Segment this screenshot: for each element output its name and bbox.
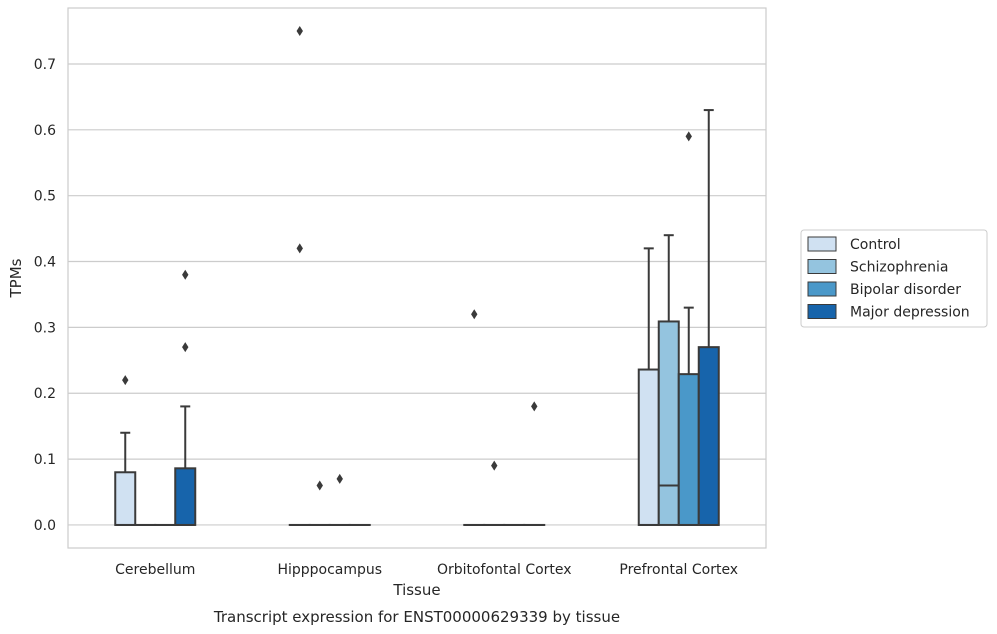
x-tick-label: Orbitofontal Cortex: [437, 562, 572, 578]
outlier-point: [531, 401, 538, 412]
y-tick-label: 0.3: [34, 320, 56, 336]
legend-swatch: [807, 304, 837, 319]
box: [308, 480, 331, 526]
x-tick-label: Hipppocampus: [277, 562, 382, 578]
y-tick-label: 0.2: [34, 386, 56, 402]
box-body: [114, 471, 137, 526]
x-axis-label: Tissue: [392, 581, 440, 599]
outlier-point: [471, 309, 478, 320]
legend-swatch: [807, 281, 837, 297]
legend: Control Schizophrenia Bipolar disorder Majo…: [800, 229, 988, 328]
box-marks: [114, 26, 720, 526]
outlier-point: [685, 131, 692, 142]
legend-entry-label: Control: [850, 237, 901, 253]
box: [523, 401, 546, 526]
legend-frame: [800, 229, 988, 328]
box: [697, 109, 720, 526]
x-tick-labels: Cerebellum Hipppocampus Orbitofontal Corte…: [115, 562, 738, 578]
plot-frame: [67, 7, 767, 549]
y-tick-label: 0.1: [34, 452, 56, 468]
figure-caption: Transcript expression for ENST0000062933…: [213, 608, 620, 626]
legend-entry-label: Bipolar disorder: [850, 282, 961, 298]
box-body: [174, 467, 197, 526]
outlier-point: [182, 269, 189, 280]
legend-entry-label: Schizophrenia: [850, 260, 948, 276]
outlier-point: [182, 342, 189, 353]
x-tick-label: Prefrontal Cortex: [619, 562, 738, 578]
y-tick-label: 0.0: [34, 518, 56, 534]
outlier-point: [296, 26, 303, 37]
y-tick-label: 0.4: [34, 255, 56, 271]
box-body: [637, 368, 660, 526]
box-body: [677, 373, 700, 526]
y-tick-label: 0.7: [34, 57, 56, 73]
box-body: [657, 320, 680, 526]
box: [174, 269, 197, 526]
y-tick-labels: 0.0 0.1 0.2 0.3 0.4 0.5 0.6 0.7: [34, 57, 56, 534]
outlier-point: [296, 243, 303, 254]
legend-swatch: [807, 236, 837, 252]
y-tick-label: 0.6: [34, 123, 56, 139]
box-body: [697, 346, 720, 526]
y-tick-label: 0.5: [34, 189, 56, 205]
y-axis-label: TPMs: [7, 258, 25, 298]
outlier-point: [316, 480, 323, 491]
legend-entry-label: Major depression: [850, 305, 970, 321]
outlier-point: [122, 375, 129, 386]
outlier-point: [336, 473, 343, 484]
legend-swatch: [807, 259, 837, 274]
x-tick-label: Cerebellum: [115, 562, 195, 578]
box: [114, 375, 137, 526]
outlier-point: [491, 460, 498, 471]
box: [637, 247, 660, 526]
